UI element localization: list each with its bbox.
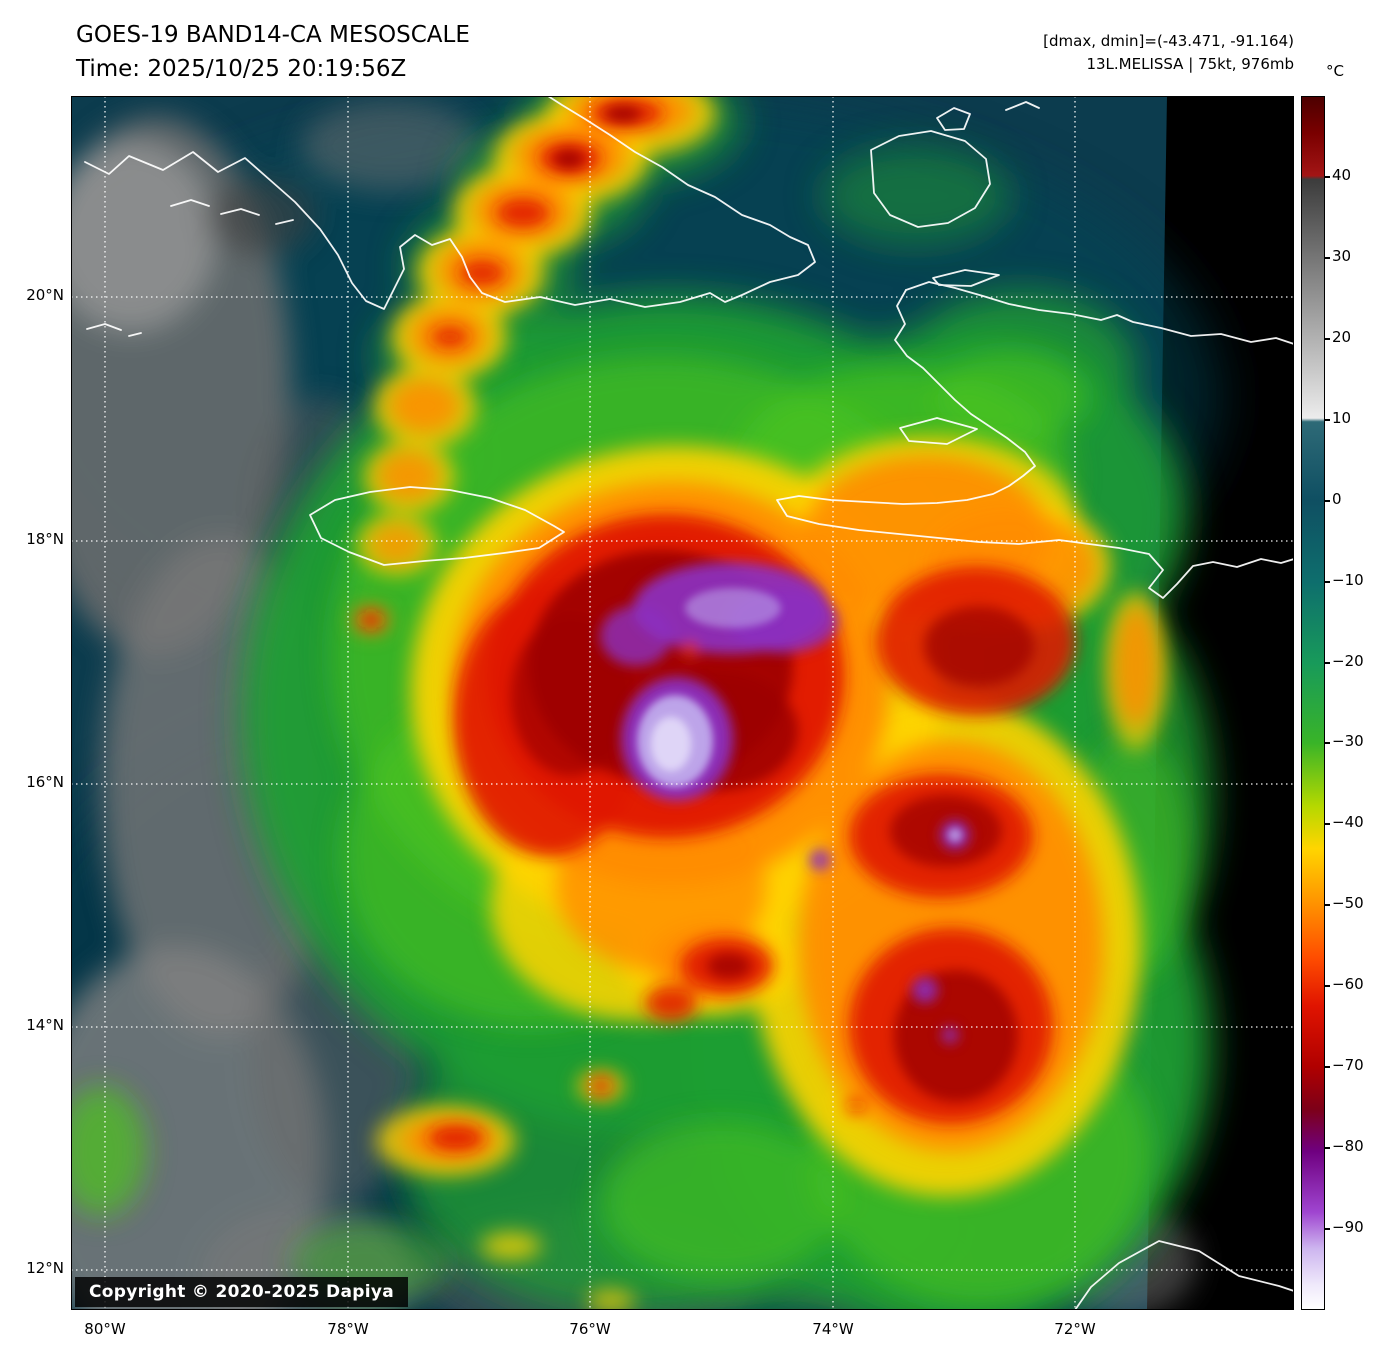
coastlines [84, 96, 1294, 1310]
cbar-tick-m80: −80 [1325, 1137, 1384, 1155]
cbar-tick-0: 0 [1325, 490, 1384, 508]
lon-label-78w: 78°W [327, 1320, 369, 1338]
coastline-hispaniola-north [905, 281, 1294, 345]
coastline-cays [170, 199, 294, 225]
coastline-cuba [84, 96, 816, 310]
ir-cloud-layers [71, 96, 1221, 1310]
lat-label-12n: 12°N [26, 1259, 64, 1277]
coastline-hispaniola-south [776, 289, 1294, 599]
cbar-tick-m70: −70 [1325, 1056, 1384, 1074]
cbar-tick-40: 40 [1325, 166, 1384, 184]
timestamp: Time: 2025/10/25 20:19:56Z [76, 56, 407, 82]
cbar-tick-m30: −30 [1325, 732, 1384, 750]
cbar-tick-m10: −10 [1325, 571, 1384, 589]
colorbar-unit-label: °C [1326, 62, 1344, 80]
cbar-tick-m20: −20 [1325, 652, 1384, 670]
header-right: [dmax, dmin]=(-43.471, -91.164) 13L.MELI… [1043, 30, 1294, 76]
coastline-jamaica [309, 486, 565, 566]
storm-info: 13L.MELISSA | 75kt, 976mb [1086, 55, 1294, 73]
lon-label-72w: 72°W [1054, 1320, 1096, 1338]
map-plot: Copyright © 2020-2025 Dapiya [71, 96, 1294, 1310]
satellite-image [71, 96, 1294, 1310]
cbar-tick-20: 20 [1325, 328, 1384, 346]
cbar-tick-m90: −90 [1325, 1218, 1384, 1236]
cbar-tick-m50: −50 [1325, 894, 1384, 912]
coastline-tortuga [932, 269, 1000, 287]
coastline-cayman [86, 323, 142, 337]
lon-label-76w: 76°W [569, 1320, 611, 1338]
copyright-badge: Copyright © 2020-2025 Dapiya [75, 1277, 408, 1307]
lat-label-18n: 18°N [26, 530, 64, 548]
colorbar [1301, 96, 1325, 1310]
lon-label-80w: 80°W [84, 1320, 126, 1338]
lon-label-74w: 74°W [812, 1320, 854, 1338]
grid-lines [71, 96, 1294, 1310]
page-title: GOES-19 BAND14-CA MESOSCALE [76, 22, 470, 48]
coastline-great-inagua [870, 130, 991, 228]
header-left: GOES-19 BAND14-CA MESOSCALE Time: 2025/1… [76, 18, 470, 86]
lat-label-14n: 14°N [26, 1016, 64, 1034]
cbar-tick-m40: −40 [1325, 813, 1384, 831]
cbar-tick-30: 30 [1325, 247, 1384, 265]
coastline-guajira [1074, 1240, 1294, 1310]
plot-border [71, 96, 1294, 1310]
lat-label-16n: 16°N [26, 773, 64, 791]
dmax-dmin-readout: [dmax, dmin]=(-43.471, -91.164) [1043, 32, 1294, 50]
coastline-gonave [899, 417, 978, 445]
lat-label-20n: 20°N [26, 286, 64, 304]
cold-top-lavender-layer [637, 588, 962, 842]
cbar-tick-10: 10 [1325, 409, 1384, 427]
coastline-little-inagua [936, 101, 1040, 131]
cbar-tick-m60: −60 [1325, 975, 1384, 993]
